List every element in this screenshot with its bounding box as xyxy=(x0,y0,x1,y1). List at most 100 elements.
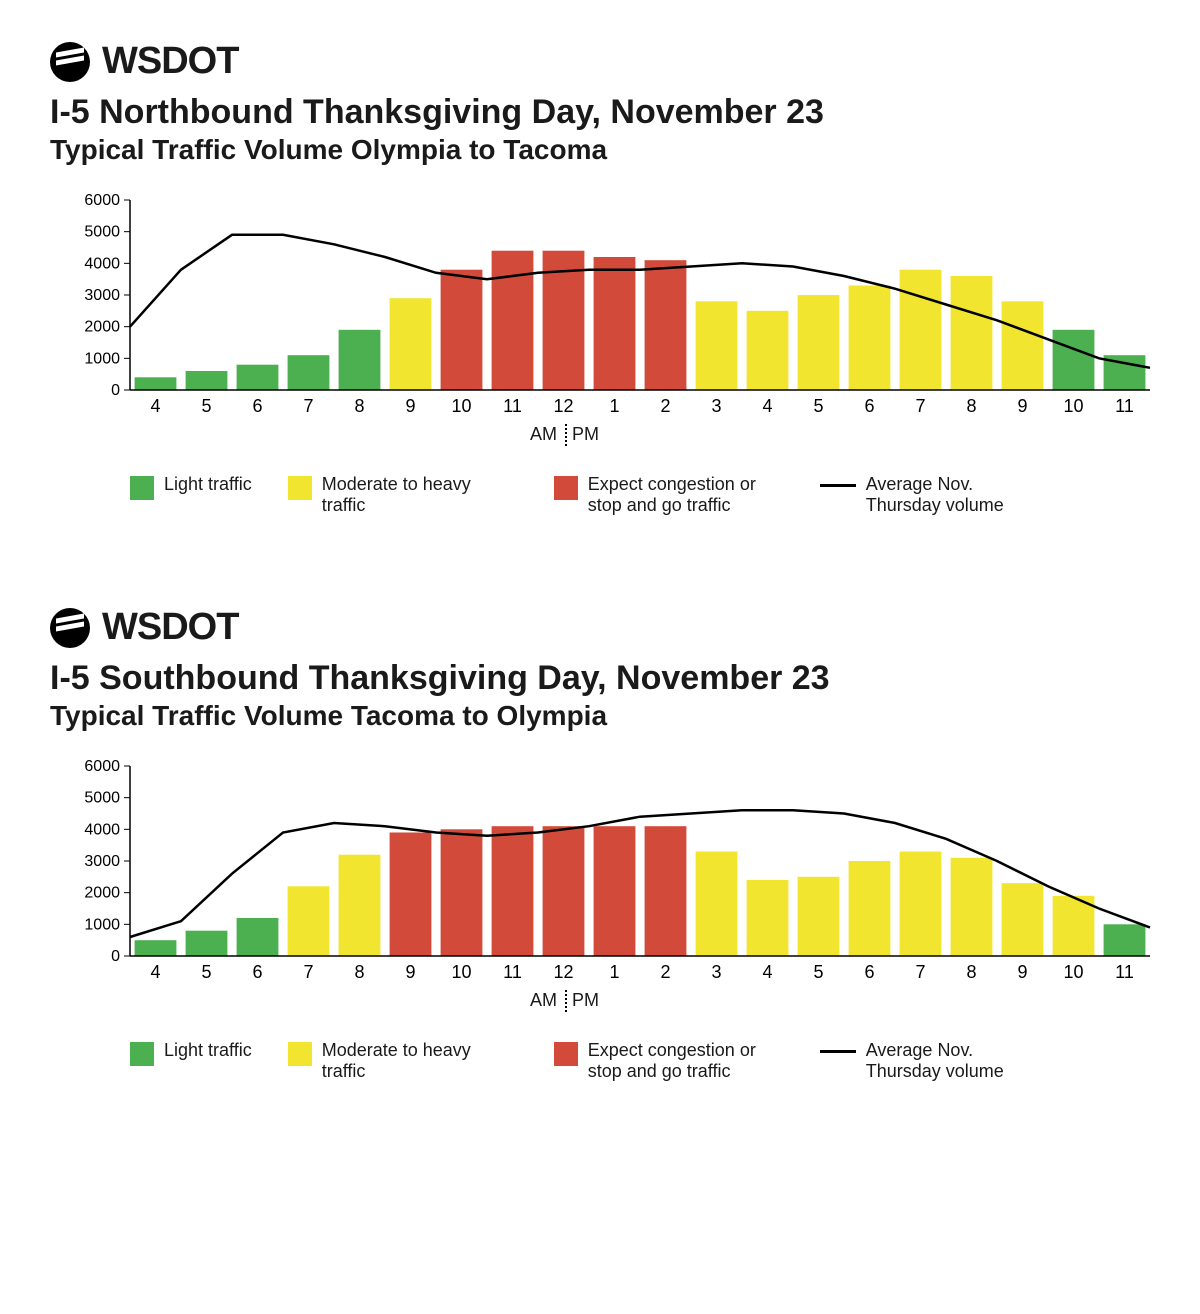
y-tick-label: 1000 xyxy=(84,916,120,933)
traffic-bar xyxy=(288,886,330,956)
x-tick-label: 5 xyxy=(813,962,823,982)
wsdot-logo-icon xyxy=(50,608,90,648)
swatch-moderate-icon xyxy=(288,1042,312,1066)
am-label: AM xyxy=(530,424,557,445)
avg-volume-line xyxy=(130,810,1150,937)
traffic-bar xyxy=(492,826,534,956)
x-tick-label: 9 xyxy=(405,396,415,416)
x-tick-label: 8 xyxy=(354,962,364,982)
legend-light: Light traffic xyxy=(130,1040,252,1066)
am-pm-row: AM PM xyxy=(130,424,1150,450)
traffic-bar xyxy=(645,260,687,390)
traffic-bar xyxy=(441,270,483,390)
traffic-bar xyxy=(390,298,432,390)
legend-congested: Expect congestion or stop and go traffic xyxy=(554,1040,784,1082)
legend-moderate-label: Moderate to heavy traffic xyxy=(322,1040,518,1082)
x-tick-label: 10 xyxy=(451,962,471,982)
traffic-bar xyxy=(594,257,636,390)
am-pm-divider xyxy=(565,990,567,1012)
wsdot-logo-icon xyxy=(50,42,90,82)
y-tick-label: 5000 xyxy=(84,790,120,807)
x-tick-label: 7 xyxy=(303,396,313,416)
traffic-bar xyxy=(594,826,636,956)
x-tick-label: 4 xyxy=(762,962,772,982)
traffic-bar xyxy=(441,829,483,956)
legend-congested-label: Expect congestion or stop and go traffic xyxy=(588,1040,784,1082)
x-tick-label: 6 xyxy=(252,962,262,982)
x-tick-label: 3 xyxy=(711,962,721,982)
legend-light-label: Light traffic xyxy=(164,474,252,495)
x-tick-label: 9 xyxy=(1017,962,1027,982)
y-tick-label: 0 xyxy=(111,382,120,399)
x-tick-label: 1 xyxy=(609,396,619,416)
x-tick-label: 11 xyxy=(1115,962,1134,982)
x-tick-label: 9 xyxy=(405,962,415,982)
x-tick-label: 10 xyxy=(1063,396,1083,416)
traffic-bar xyxy=(135,940,177,956)
chart-block-southbound: WSDOT I-5 Southbound Thanksgiving Day, N… xyxy=(50,606,1150,1082)
chart-subtitle: Typical Traffic Volume Tacoma to Olympia xyxy=(50,700,1150,732)
swatch-congested-icon xyxy=(554,1042,578,1066)
swatch-light-icon xyxy=(130,476,154,500)
traffic-bar xyxy=(339,330,381,390)
traffic-bar xyxy=(339,855,381,956)
x-tick-label: 7 xyxy=(915,396,925,416)
chart-title: I-5 Northbound Thanksgiving Day, Novembe… xyxy=(50,93,1150,132)
y-tick-label: 3000 xyxy=(84,853,120,870)
pm-label: PM xyxy=(572,424,599,445)
x-tick-label: 12 xyxy=(553,396,573,416)
traffic-bar xyxy=(237,918,279,956)
traffic-chart-svg: 0100020003000400050006000456789101112123… xyxy=(50,756,1170,990)
traffic-bar xyxy=(492,251,534,390)
y-tick-label: 4000 xyxy=(84,255,120,272)
y-tick-label: 6000 xyxy=(84,192,120,209)
traffic-bar xyxy=(543,826,585,956)
traffic-bar xyxy=(1002,301,1044,390)
x-tick-label: 8 xyxy=(354,396,364,416)
chart-title: I-5 Southbound Thanksgiving Day, Novembe… xyxy=(50,659,1150,698)
y-tick-label: 0 xyxy=(111,948,120,965)
brand-logo-row: WSDOT xyxy=(50,40,1150,83)
legend-avg-label: Average Nov. Thursday volume xyxy=(866,1040,1050,1082)
swatch-line-icon xyxy=(820,484,856,487)
chart-subtitle: Typical Traffic Volume Olympia to Tacoma xyxy=(50,134,1150,166)
traffic-bar xyxy=(798,295,840,390)
x-tick-label: 8 xyxy=(966,962,976,982)
legend-moderate: Moderate to heavy traffic xyxy=(288,1040,518,1082)
swatch-line-icon xyxy=(820,1050,856,1053)
traffic-bar xyxy=(798,877,840,956)
traffic-bar xyxy=(900,852,942,957)
legend-moderate: Moderate to heavy traffic xyxy=(288,474,518,516)
chart-plot-area: 0100020003000400050006000456789101112123… xyxy=(50,756,1150,990)
am-pm-divider xyxy=(565,424,567,446)
traffic-chart-svg: 0100020003000400050006000456789101112123… xyxy=(50,190,1170,424)
pm-label: PM xyxy=(572,990,599,1011)
legend-avg: Average Nov. Thursday volume xyxy=(820,474,1050,516)
traffic-bar xyxy=(747,311,789,390)
x-tick-label: 12 xyxy=(553,962,573,982)
traffic-bar xyxy=(1104,924,1146,956)
chart-legend: Light traffic Moderate to heavy traffic … xyxy=(130,474,1150,516)
traffic-bar xyxy=(1002,883,1044,956)
x-tick-label: 4 xyxy=(150,962,160,982)
legend-avg-label: Average Nov. Thursday volume xyxy=(866,474,1050,516)
traffic-bar xyxy=(1053,330,1095,390)
x-tick-label: 7 xyxy=(915,962,925,982)
y-tick-label: 3000 xyxy=(84,287,120,304)
traffic-bar xyxy=(390,833,432,957)
x-tick-label: 11 xyxy=(503,396,522,416)
y-tick-label: 6000 xyxy=(84,758,120,775)
traffic-bar xyxy=(288,355,330,390)
x-tick-label: 10 xyxy=(451,396,471,416)
traffic-bar xyxy=(696,301,738,390)
chart-plot-area: 0100020003000400050006000456789101112123… xyxy=(50,190,1150,424)
x-tick-label: 2 xyxy=(660,396,670,416)
x-tick-label: 9 xyxy=(1017,396,1027,416)
x-tick-label: 2 xyxy=(660,962,670,982)
chart-legend: Light traffic Moderate to heavy traffic … xyxy=(130,1040,1150,1082)
legend-congested: Expect congestion or stop and go traffic xyxy=(554,474,784,516)
x-tick-label: 5 xyxy=(813,396,823,416)
y-tick-label: 5000 xyxy=(84,224,120,241)
traffic-bar xyxy=(900,270,942,390)
traffic-bar xyxy=(645,826,687,956)
